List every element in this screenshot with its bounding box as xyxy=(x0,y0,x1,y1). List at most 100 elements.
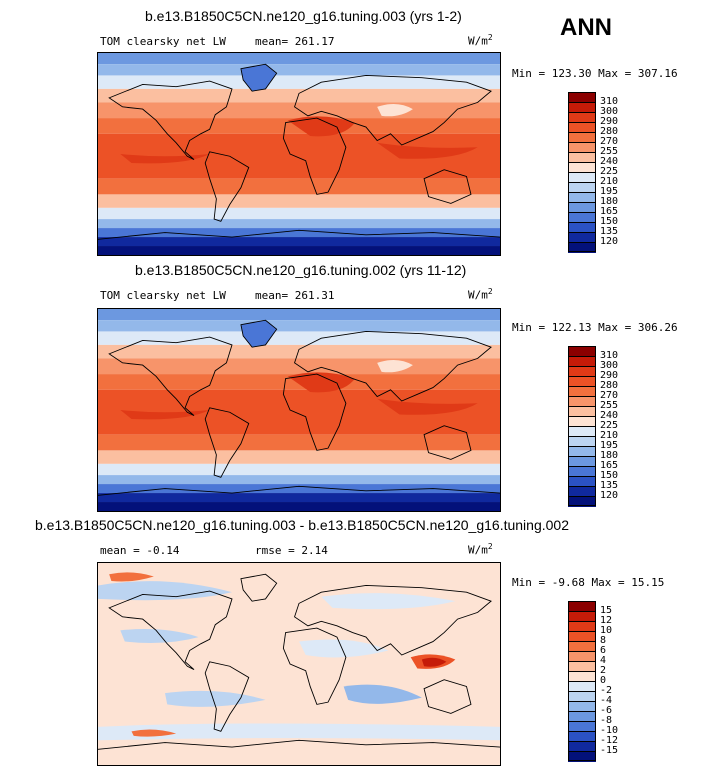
colorbar-tick-label: 0 xyxy=(600,675,607,686)
colorbar-swatch xyxy=(568,142,596,153)
colorbar-tick-label: -2 xyxy=(600,685,613,696)
colorbar-tick-label: 195 xyxy=(600,440,619,451)
colorbar-swatch xyxy=(568,476,596,487)
colorbar-swatch xyxy=(568,386,596,397)
panel-2-title: b.e13.B1850C5CN.ne120_g16.tuning.002 (yr… xyxy=(135,262,467,278)
colorbar-swatch xyxy=(568,621,596,632)
colorbar-tick-label: 255 xyxy=(600,146,619,157)
colorbar-tick-label: -10 xyxy=(600,725,619,736)
colorbar-tick-label: 240 xyxy=(600,156,619,167)
colorbar-swatch xyxy=(568,611,596,622)
panel-2-mean: mean= 261.31 xyxy=(255,289,335,302)
colorbar-swatch xyxy=(568,416,596,427)
panel-1-mean: mean= 261.17 xyxy=(255,35,335,48)
colorbar-swatch xyxy=(568,721,596,732)
colorbar-tick-label: 150 xyxy=(600,216,619,227)
colorbar-swatch xyxy=(568,601,596,611)
colorbar-tick-label: 210 xyxy=(600,176,619,187)
colorbar-swatch xyxy=(568,232,596,243)
season-label: ANN xyxy=(560,14,612,41)
colorbar-swatch xyxy=(568,466,596,477)
panel-3-colorbar: 15 12 10 8 6 4 2 0 -2 -4 -6 -8 -10 -12 -15 xyxy=(568,601,628,762)
colorbar-tick-label: 180 xyxy=(600,196,619,207)
colorbar-tick-label: 300 xyxy=(600,360,619,371)
colorbar-tick-label: 135 xyxy=(600,226,619,237)
colorbar-swatch xyxy=(568,112,596,123)
colorbar-tick-label: 210 xyxy=(600,430,619,441)
colorbar-swatch xyxy=(568,92,596,102)
panel-1-colorbar: 310 300 290 280 270 255 240 225 210 195 180 165 150 1… xyxy=(568,92,628,253)
colorbar-swatch xyxy=(568,751,596,762)
colorbar-swatch xyxy=(568,741,596,752)
colorbar-swatch xyxy=(568,376,596,387)
colorbar-swatch xyxy=(568,192,596,203)
colorbar-swatch xyxy=(568,212,596,223)
colorbar-tick-label: 180 xyxy=(600,450,619,461)
colorbar-tick-label: 150 xyxy=(600,470,619,481)
colorbar-tick-label: 225 xyxy=(600,166,619,177)
colorbar-tick-label: 240 xyxy=(600,410,619,421)
colorbar-swatch xyxy=(568,182,596,193)
colorbar-swatch xyxy=(568,641,596,652)
colorbar-tick-label: 120 xyxy=(600,490,619,501)
colorbar-swatch xyxy=(568,172,596,183)
colorbar-swatch xyxy=(568,711,596,722)
colorbar-tick-label: 10 xyxy=(600,625,613,636)
colorbar-tick-label: 290 xyxy=(600,370,619,381)
colorbar-swatch xyxy=(568,671,596,682)
panel-1-units: W/m2 xyxy=(468,33,493,48)
colorbar-tick-label: 120 xyxy=(600,236,619,247)
colorbar-tick-label: 280 xyxy=(600,380,619,391)
colorbar-tick-label: 270 xyxy=(600,390,619,401)
colorbar-tick-label: 2 xyxy=(600,665,607,676)
colorbar-tick-label: 135 xyxy=(600,480,619,491)
colorbar-swatch xyxy=(568,122,596,133)
colorbar-tick-label: 270 xyxy=(600,136,619,147)
panel-2-map xyxy=(97,308,501,512)
panel-3-title: b.e13.B1850C5CN.ne120_g16.tuning.003 - b… xyxy=(35,517,569,533)
colorbar-tick-label: 280 xyxy=(600,126,619,137)
colorbar-tick-label: 165 xyxy=(600,206,619,217)
colorbar-tick-label: 310 xyxy=(600,96,619,107)
colorbar-swatch xyxy=(568,162,596,173)
colorbar-swatch xyxy=(568,396,596,407)
colorbar-tick-label: 195 xyxy=(600,186,619,197)
colorbar-tick-label: -4 xyxy=(600,695,613,706)
panel-2-variable: TOM clearsky net LW xyxy=(100,289,226,302)
panel-3-units: W/m2 xyxy=(468,542,493,557)
colorbar-tick-label: -8 xyxy=(600,715,613,726)
colorbar-tick-label: 15 xyxy=(600,605,613,616)
colorbar-swatch xyxy=(568,681,596,692)
colorbar-swatch xyxy=(568,691,596,702)
colorbar-tick-label: 255 xyxy=(600,400,619,411)
colorbar-tick-label: -6 xyxy=(600,705,613,716)
colorbar-swatch xyxy=(568,496,596,507)
colorbar-swatch xyxy=(568,406,596,417)
panel-3-map xyxy=(97,562,501,766)
panel-2-minmax: Min = 122.13 Max = 306.26 xyxy=(512,321,678,334)
colorbar-swatch xyxy=(568,701,596,712)
colorbar-swatch xyxy=(568,346,596,356)
colorbar-swatch xyxy=(568,356,596,367)
colorbar-swatch xyxy=(568,152,596,163)
colorbar-swatch xyxy=(568,651,596,662)
colorbar-tick-label: 290 xyxy=(600,116,619,127)
colorbar-swatch xyxy=(568,242,596,253)
panel-2-colorbar: 310 300 290 280 270 255 240 225 210 195 180 165 150 1… xyxy=(568,346,628,507)
colorbar-swatch xyxy=(568,456,596,467)
colorbar-swatch xyxy=(568,426,596,437)
colorbar-tick-label: 6 xyxy=(600,645,607,656)
colorbar-tick-label: -12 xyxy=(600,735,619,746)
colorbar-swatch xyxy=(568,631,596,642)
panel-3-rmse: rmse = 2.14 xyxy=(255,544,328,557)
colorbar-swatch xyxy=(568,436,596,447)
panel-3-mean: mean = -0.14 xyxy=(100,544,180,557)
colorbar-swatch xyxy=(568,132,596,143)
colorbar-swatch xyxy=(568,222,596,233)
colorbar-tick-label: -15 xyxy=(600,745,619,756)
colorbar-swatch xyxy=(568,202,596,213)
colorbar-tick-label: 12 xyxy=(600,615,613,626)
colorbar-tick-label: 225 xyxy=(600,420,619,431)
colorbar-swatch xyxy=(568,446,596,457)
colorbar-swatch xyxy=(568,486,596,497)
